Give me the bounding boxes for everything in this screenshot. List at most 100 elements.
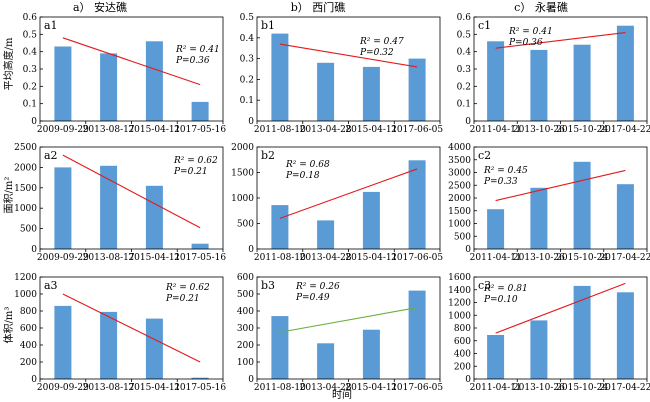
trend-line-c1 xyxy=(495,32,626,49)
bar-c3-1 xyxy=(487,335,505,379)
bar-c3-2 xyxy=(530,320,548,379)
x-tick-label-c1-1: 2011-04-11 xyxy=(470,125,522,135)
x-tick-label-b2-4: 2017-06-05 xyxy=(391,253,443,263)
y-tick-label-c1-3: 0.3 xyxy=(457,65,472,75)
bar-a1-3 xyxy=(145,41,163,121)
y-tick-label-a2-0: 0 xyxy=(31,245,37,255)
r-squared-c1: R² = 0.41 xyxy=(508,27,553,37)
x-tick-label-b2-3: 2015-04-11 xyxy=(345,253,397,263)
bar-b1-3 xyxy=(362,66,380,121)
y-tick-label-c1-0: 0 xyxy=(465,117,471,127)
r-squared-b1: R² = 0.47 xyxy=(359,37,404,47)
y-tick-label-a1-0: 0 xyxy=(31,117,37,127)
bar-a2-3 xyxy=(145,185,163,249)
panel-label-b2: b2 xyxy=(261,149,275,162)
panel-label-a1: a1 xyxy=(44,19,58,32)
bar-b2-2 xyxy=(317,220,335,249)
trend-line-c3 xyxy=(495,282,626,334)
y-tick-label-a1-3: 0.3 xyxy=(23,65,38,75)
y-tick-label-c2-1: 500 xyxy=(454,232,471,242)
y-tick-label-a3-0: 0 xyxy=(31,375,37,385)
trend-line-c2 xyxy=(495,169,626,202)
r-squared-a1: R² = 0.41 xyxy=(175,45,220,55)
x-tick-label-b3-3: 2015-04-11 xyxy=(345,383,397,393)
x-tick-label-c2-3: 2015-10-24 xyxy=(556,253,608,263)
y-tick-label-b3-1: 100 xyxy=(237,358,254,368)
x-tick-label-b3-4: 2017-06-05 xyxy=(391,383,443,393)
y-tick-label-a2-3: 1500 xyxy=(14,184,37,194)
y-tick-label-b3-2: 200 xyxy=(237,341,254,351)
y-tick-label-a1-2: 0.2 xyxy=(23,82,37,92)
panel-a1: 00.10.20.30.40.50.62009-09-292013-08-172… xyxy=(23,13,227,135)
bar-a3-4 xyxy=(191,377,209,379)
x-tick-label-a3-4: 2017-05-16 xyxy=(174,383,226,393)
panel-label-a2: a2 xyxy=(44,149,58,162)
y-tick-label-c2-2: 1000 xyxy=(448,220,471,230)
x-tick-label-a2-3: 2015-04-11 xyxy=(128,253,180,263)
y-tick-label-c2-8: 4000 xyxy=(448,143,471,153)
x-tick-label-a3-3: 2015-04-11 xyxy=(128,383,180,393)
x-tick-label-b2-1: 2011-08-10 xyxy=(254,253,306,263)
bar-b3-1 xyxy=(271,316,289,379)
bar-c2-2 xyxy=(530,187,548,249)
y-tick-label-c2-5: 2500 xyxy=(448,181,471,191)
r-squared-a2: R² = 0.62 xyxy=(173,156,218,166)
panel-a2: 0 500 1000 1500 2000 2500 2009-09-292013-08-17… xyxy=(14,143,226,263)
panel-b1: 0 0.1 0.2 0.3 0.4 0.5 2011-08-102013-04-282015… xyxy=(240,13,444,135)
y-tick-label-c3-2: 400 xyxy=(454,350,471,360)
y-tick-label-b2-0: 0 xyxy=(248,245,254,255)
y-tick-label-a1-1: 0.1 xyxy=(23,100,37,110)
bar-b2-3 xyxy=(362,191,380,249)
x-tick-label-c2-1: 2011-04-11 xyxy=(470,253,522,263)
bar-a1-1 xyxy=(54,46,72,121)
x-tick-label-a1-2: 2013-08-17 xyxy=(83,125,135,135)
bar-a3-2 xyxy=(100,311,118,379)
x-tick-label-b2-2: 2013-04-28 xyxy=(300,253,352,263)
r-squared-c2: R² = 0.45 xyxy=(483,166,528,176)
trend-line-a3 xyxy=(62,293,201,363)
x-tick-label-c3-3: 2015-10-24 xyxy=(556,383,608,393)
p-value-c1: P=0.36 xyxy=(508,38,543,48)
panel-a3: 0 200 400 600 800 1000 1200 2009-09-292013-08-1… xyxy=(14,273,226,393)
bar-b3-4 xyxy=(408,290,426,379)
column-header-b: b） 西门礁 xyxy=(291,0,346,14)
y-tick-label-a3-2: 400 xyxy=(20,341,37,351)
bar-c1-1 xyxy=(487,41,505,121)
y-tick-label-c1-6: 0.6 xyxy=(457,13,472,23)
p-value-a3: P=0.21 xyxy=(165,294,200,304)
x-axis-label: 时间 xyxy=(332,388,352,401)
bar-a2-4 xyxy=(191,243,209,249)
x-tick-label-c3-4: 2017-04-22 xyxy=(599,383,650,393)
panel-label-c2: c2 xyxy=(478,149,491,162)
x-tick-label-a3-1: 2009-09-29 xyxy=(37,383,89,393)
x-tick-label-a2-1: 2009-09-29 xyxy=(37,253,89,263)
x-tick-label-a2-4: 2017-05-16 xyxy=(174,253,226,263)
y-tick-label-a1-6: 0.6 xyxy=(23,13,38,23)
y-tick-label-a1-5: 0.5 xyxy=(23,30,38,40)
p-value-b1: P=0.32 xyxy=(359,48,394,58)
y-tick-label-a3-3: 600 xyxy=(20,324,37,334)
y-tick-label-b3-6: 600 xyxy=(237,273,254,283)
x-tick-label-b1-3: 2015-04-11 xyxy=(345,125,397,135)
y-tick-label-c2-3: 1500 xyxy=(448,207,471,217)
trend-line-a1 xyxy=(62,37,201,86)
y-tick-label-c3-1: 200 xyxy=(454,362,471,372)
panel-label-b1: b1 xyxy=(261,19,275,32)
x-tick-label-c2-4: 2017-04-22 xyxy=(599,253,650,263)
y-tick-label-c3-5: 1000 xyxy=(448,311,471,321)
y-tick-label-c3-0: 0 xyxy=(465,375,471,385)
y-tick-label-a1-4: 0.4 xyxy=(23,48,38,58)
y-tick-label-b2-4: 2000 xyxy=(231,143,254,153)
panel-label-c1: c1 xyxy=(478,19,491,32)
panel-c3: 020040060080010001200140016002011-04-112… xyxy=(448,273,650,393)
y-tick-label-c2-4: 2000 xyxy=(448,194,471,204)
y-tick-label-b1-3: 0.3 xyxy=(240,55,255,65)
bar-a3-3 xyxy=(145,318,163,379)
bar-c3-3 xyxy=(573,285,591,379)
trend-line-a2 xyxy=(62,154,201,229)
bar-b1-4 xyxy=(408,58,426,121)
y-tick-label-b1-1: 0.1 xyxy=(240,96,254,106)
y-tick-label-c3-6: 1200 xyxy=(448,299,471,309)
x-tick-label-b3-1: 2011-08-10 xyxy=(254,383,306,393)
